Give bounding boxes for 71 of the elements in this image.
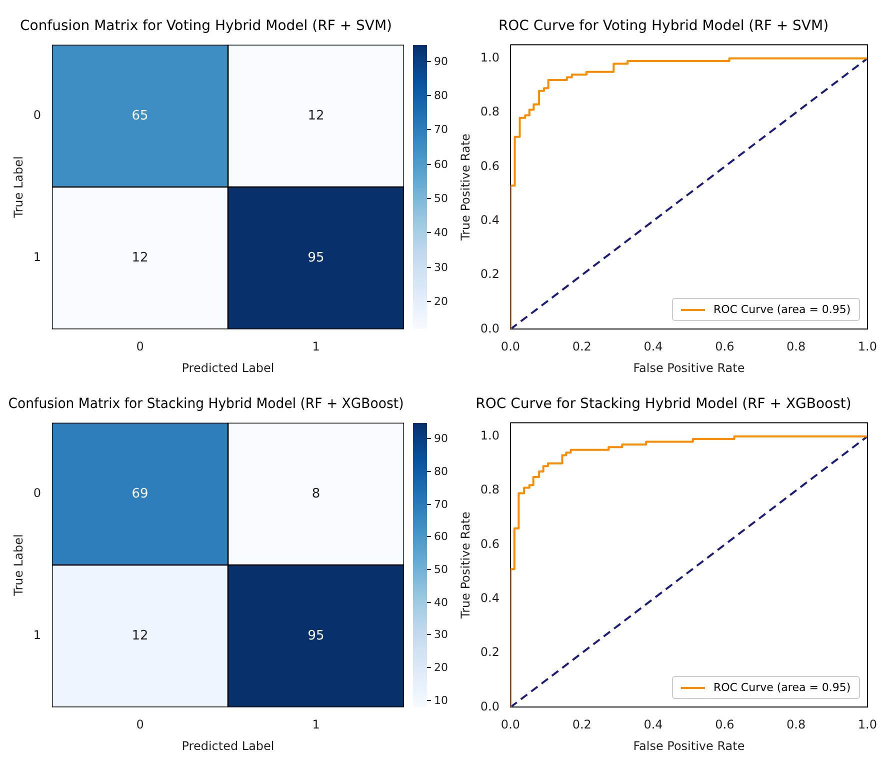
color-bar-label: 20 [434,660,448,675]
data-label: 69 [132,486,148,502]
x-tick-label: 1.0 [858,340,878,354]
x-tick-label: 0.4 [644,340,663,354]
x-axis-title: Predicted Label [182,360,274,375]
x-tick-label: 0.0 [500,718,520,732]
y-tick-label: 1 [33,250,42,264]
y-tick-label: 1 [33,628,42,642]
data-label: 12 [132,250,148,266]
x-axis-title: Predicted Label [182,738,274,753]
y-tick-label: 0.0 [480,699,500,714]
x-tick-label: 1 [312,340,320,354]
color-bar-label: 20 [434,294,448,309]
y-axis-title: True Label [11,534,26,597]
color-bar-label: 40 [434,226,448,240]
x-tick-label: 0.8 [786,718,806,732]
x-tick-label: 0.6 [715,340,734,354]
color-bar-label: 30 [434,260,448,275]
y-axis-title: True Positive Rate [458,512,472,620]
x-tick-label: 0.4 [644,718,663,732]
color-bar-label: 60 [434,530,448,544]
chart-title: ROC Curve for Voting Hybrid Model (RF + SVM) [498,18,829,34]
color-bar-label: 90 [434,54,448,69]
y-tick-label: 1.0 [480,428,500,442]
x-axis-title: False Positive Rate [633,360,745,375]
y-tick-label: 0.2 [480,645,500,660]
x-tick-label: 0.6 [715,718,734,732]
data-label: 95 [308,250,324,266]
y-tick-label: 0.4 [480,590,500,605]
y-tick-label: 0.8 [480,482,500,497]
color-bar-label: 70 [434,123,448,138]
color-bar-label: 10 [434,694,448,708]
data-label: 12 [132,628,148,644]
y-tick-label: 0.6 [480,536,500,551]
x-tick-label: 0.2 [572,340,592,354]
data-label: 95 [308,628,324,644]
x-axis-title: False Positive Rate [633,738,745,753]
color-bar-label: 90 [434,432,448,446]
color-bar-label: 30 [434,628,448,642]
x-tick-label: 1.0 [858,718,878,732]
y-tick-label: 0.0 [480,321,500,336]
data-label: 8 [312,486,320,502]
chart-title: Confusion Matrix for Stacking Hybrid Model (RF + XGBoost) [8,396,404,412]
y-axis-title: True Positive Rate [458,134,472,242]
x-tick-label: 0 [136,718,144,732]
x-tick-label: 0.8 [786,340,806,354]
y-tick-label: 0.4 [480,212,500,227]
color-bar-label: 50 [434,562,448,577]
legend-label: ROC Curve (area = 0.95) [713,681,851,694]
color-bar-label: 60 [434,158,448,172]
y-tick-label: 0 [33,486,42,500]
legend-label: ROC Curve (area = 0.95) [713,303,851,316]
color-bar-label: 70 [434,498,448,512]
color-bar-label: 80 [434,89,448,104]
y-tick-label: 0.2 [480,267,500,282]
data-label: 12 [308,108,324,124]
y-tick-label: 0.8 [480,104,500,119]
color-bar-label: 80 [434,464,448,479]
y-axis-title: True Label [11,156,26,219]
color-bar-label: 40 [434,596,448,610]
x-tick-label: 0 [136,340,144,354]
y-tick-label: 0 [33,108,42,122]
color-bar-label: 50 [434,192,448,206]
x-tick-label: 0.2 [572,718,592,732]
y-tick-label: 1.0 [480,50,500,64]
data-label: 65 [132,108,148,124]
chart-title: Confusion Matrix for Voting Hybrid Model (RF + SVM) [20,18,392,34]
x-tick-label: 1 [312,718,320,732]
x-tick-label: 0.0 [500,340,520,354]
y-tick-label: 0.6 [480,158,500,173]
chart-title: ROC Curve for Stacking Hybrid Model (RF + XGBoost) [476,396,852,412]
